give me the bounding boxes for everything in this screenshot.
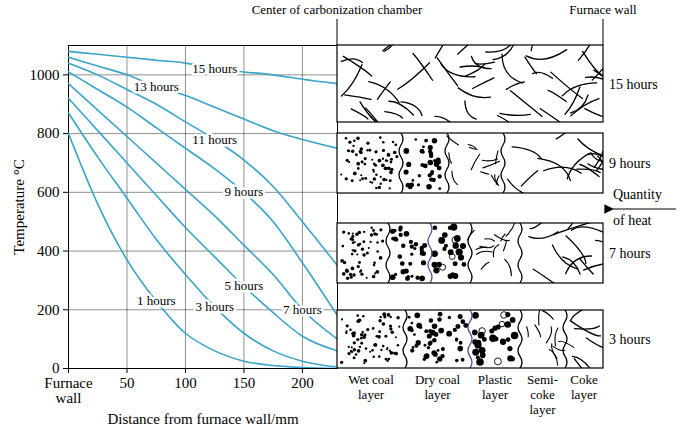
svg-text:Coke: Coke — [570, 372, 598, 387]
svg-text:Semi-: Semi- — [527, 372, 558, 387]
svg-text:coke: coke — [530, 387, 555, 402]
svg-text:3 hours: 3 hours — [609, 332, 651, 347]
svg-text:15 hours: 15 hours — [192, 61, 237, 76]
svg-text:Furnacewall: Furnacewall — [44, 375, 93, 406]
svg-text:Wet coal: Wet coal — [348, 372, 394, 387]
svg-text:9 hours: 9 hours — [225, 184, 264, 199]
svg-text:Plastic: Plastic — [478, 372, 513, 387]
svg-text:Temperature °C: Temperature °C — [11, 159, 27, 254]
svg-text:layer: layer — [530, 402, 557, 417]
svg-text:9 hours: 9 hours — [609, 156, 651, 171]
svg-text:600: 600 — [37, 184, 60, 200]
svg-text:Center of carbonization chambe: Center of carbonization chamber — [252, 2, 423, 17]
svg-text:Distance from furnace wall/mm: Distance from furnace wall/mm — [107, 411, 299, 427]
svg-text:Quantity: Quantity — [613, 187, 662, 202]
svg-text:5 hours: 5 hours — [225, 278, 264, 293]
svg-text:3 hours: 3 hours — [195, 299, 234, 314]
svg-text:1 hours: 1 hours — [137, 293, 176, 308]
svg-text:400: 400 — [37, 243, 60, 259]
svg-text:0: 0 — [52, 360, 60, 376]
svg-text:of heat: of heat — [613, 213, 652, 228]
svg-text:Furnace wall: Furnace wall — [569, 2, 637, 17]
svg-text:7 hours: 7 hours — [283, 302, 322, 317]
svg-text:layer: layer — [358, 387, 385, 402]
svg-text:15 hours: 15 hours — [609, 77, 658, 92]
svg-text:1000: 1000 — [30, 67, 60, 83]
svg-text:200: 200 — [291, 375, 314, 391]
svg-text:7 hours: 7 hours — [609, 246, 651, 261]
svg-text:13 hours: 13 hours — [134, 79, 179, 94]
svg-text:Dry coal: Dry coal — [415, 372, 461, 387]
svg-text:200: 200 — [37, 302, 60, 318]
svg-text:150: 150 — [233, 375, 256, 391]
svg-text:layer: layer — [425, 387, 452, 402]
svg-text:layer: layer — [571, 387, 598, 402]
svg-text:100: 100 — [174, 375, 197, 391]
svg-text:11 hours: 11 hours — [192, 132, 237, 147]
svg-text:800: 800 — [37, 125, 60, 141]
svg-text:layer: layer — [482, 387, 509, 402]
svg-text:50: 50 — [119, 375, 134, 391]
